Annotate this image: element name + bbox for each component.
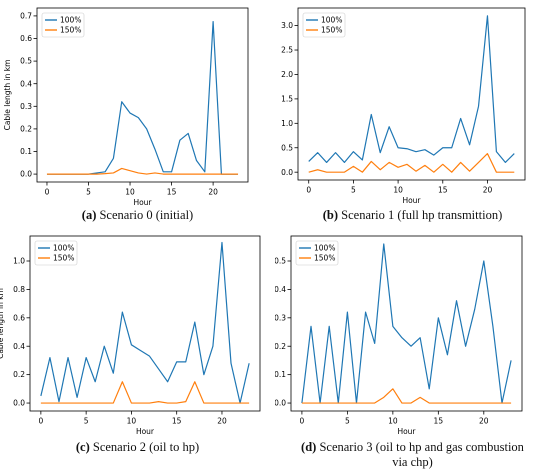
caption-c-text: Scenario 2 (oil to hp) <box>89 440 200 454</box>
x-tick-label: 20 <box>217 417 227 426</box>
caption-b-text: Scenario 1 (full hp transmittion) <box>338 208 503 222</box>
series-line-150pct <box>308 153 515 173</box>
x-tick-label: 15 <box>172 417 182 426</box>
plot-frame <box>297 7 526 181</box>
y-tick-label: 0.0 <box>275 399 286 408</box>
legend-label: 150% <box>53 254 74 263</box>
y-tick-label: 0.3 <box>275 313 286 322</box>
y-tick-label: 0.0 <box>281 168 293 177</box>
legend-label: 100% <box>314 244 335 253</box>
x-tick-label: 0 <box>306 186 311 195</box>
x-axis-label: Hour <box>133 198 152 205</box>
panel-c: 0 5 10 15 20 0.0 0.2 0.4 0.6 0.8 1.0 Hour Cable leng… <box>0 228 275 438</box>
x-tick-label: 20 <box>479 417 489 426</box>
x-tick-label: 10 <box>393 186 403 195</box>
y-tick-label: 2.5 <box>281 46 293 55</box>
legend-label: 150% <box>321 26 342 35</box>
y-tick-label: 0.6 <box>20 34 32 43</box>
y-tick-label: 0.7 <box>20 12 32 21</box>
legend-box <box>34 240 78 266</box>
x-tick-label: 20 <box>208 188 218 197</box>
x-tick-label: 5 <box>86 188 91 197</box>
caption-d-text-line2: via chp) <box>392 455 433 469</box>
y-tick-label: 2.0 <box>281 70 293 79</box>
y-tick-label: 0.0 <box>13 399 25 408</box>
plot-frame <box>290 235 523 412</box>
caption-d-text: Scenario 3 (oil to hp and gas combustion <box>316 440 524 454</box>
plot-frame <box>29 235 261 412</box>
legend-label: 100% <box>53 244 74 253</box>
caption-a: (a) Scenario 0 (initial) <box>0 208 275 223</box>
chart-a: 0 5 10 15 20 0.0 0.1 0.2 0.3 0.4 0.5 0.6 0.7 Hour Cabl… <box>3 7 249 207</box>
caption-b-label: (b) <box>322 208 339 222</box>
y-tick-label: 1.0 <box>13 257 25 266</box>
caption-b: (b) Scenario 1 (full hp transmittion) <box>275 208 550 223</box>
x-tick-label: 20 <box>483 186 493 195</box>
series-line-150pct <box>40 381 250 404</box>
y-tick-label: 0.3 <box>20 102 32 111</box>
y-tick-label: 0.1 <box>20 147 32 156</box>
series-line-150pct <box>301 388 512 404</box>
caption-c-label: (c) <box>75 440 90 454</box>
y-tick-label: 3.0 <box>281 21 293 30</box>
plot-frame <box>36 7 249 183</box>
series-line-100pct <box>308 15 515 164</box>
caption-d: (d) Scenario 3 (oil to hp and gas combus… <box>275 440 550 470</box>
x-tick-label: 0 <box>300 417 305 426</box>
series-line-100pct <box>40 241 250 404</box>
legend-box <box>302 12 346 38</box>
x-tick-label: 5 <box>84 417 89 426</box>
y-tick-label: 0.2 <box>275 342 286 351</box>
x-tick-label: 15 <box>167 188 177 197</box>
x-tick-label: 15 <box>434 417 444 426</box>
x-tick-label: 0 <box>45 188 50 197</box>
y-tick-label: 0.1 <box>275 370 286 379</box>
y-axis-label: Cable length in km <box>3 60 12 131</box>
legend-box <box>41 12 85 38</box>
series-line-150pct <box>46 167 239 175</box>
series-line-100pct <box>46 20 239 175</box>
x-tick-label: 15 <box>438 186 448 195</box>
y-tick-label: 0.2 <box>20 124 32 133</box>
legend-label: 150% <box>60 26 81 35</box>
legend-label: 150% <box>314 254 335 263</box>
legend-label: 100% <box>321 16 342 25</box>
y-tick-label: 0.2 <box>13 370 25 379</box>
y-tick-label: 1.5 <box>281 94 293 103</box>
legend-box <box>295 240 339 266</box>
legend-label: 100% <box>60 16 81 25</box>
x-axis-label: Hour <box>136 427 155 436</box>
y-tick-label: 0.8 <box>13 285 25 294</box>
x-tick-label: 10 <box>127 417 137 426</box>
series-line-100pct <box>301 243 512 404</box>
y-tick-label: 0.0 <box>20 170 32 179</box>
y-axis-label: Cable length in km <box>0 288 5 359</box>
x-tick-label: 10 <box>125 188 135 197</box>
x-axis-label: Hour <box>397 427 416 436</box>
x-tick-label: 10 <box>388 417 398 426</box>
caption-a-text: Scenario 0 (initial) <box>96 208 194 222</box>
y-tick-label: 0.4 <box>275 285 286 294</box>
x-axis-label: Hour <box>402 196 421 205</box>
y-tick-label: 0.6 <box>13 313 25 322</box>
x-tick-label: 0 <box>38 417 43 426</box>
caption-a-label: (a) <box>81 208 97 222</box>
y-tick-label: 0.4 <box>20 79 32 88</box>
chart-c: 0 5 10 15 20 0.0 0.2 0.4 0.6 0.8 1.0 Hour Cable leng… <box>0 235 261 436</box>
x-tick-label: 5 <box>345 417 350 426</box>
x-tick-label: 5 <box>351 186 356 195</box>
y-tick-label: 0.5 <box>281 143 293 152</box>
y-tick-label: 1.0 <box>281 119 293 128</box>
caption-d-label: (d) <box>301 440 317 454</box>
y-tick-label: 0.5 <box>275 257 286 266</box>
caption-c: (c) Scenario 2 (oil to hp) <box>0 440 275 455</box>
panel-a: 0 5 10 15 20 0.0 0.1 0.2 0.3 0.4 0.5 0.6 0.7 Hour Cabl… <box>0 0 275 207</box>
y-tick-label: 0.4 <box>13 342 25 351</box>
y-tick-label: 0.5 <box>20 57 32 66</box>
